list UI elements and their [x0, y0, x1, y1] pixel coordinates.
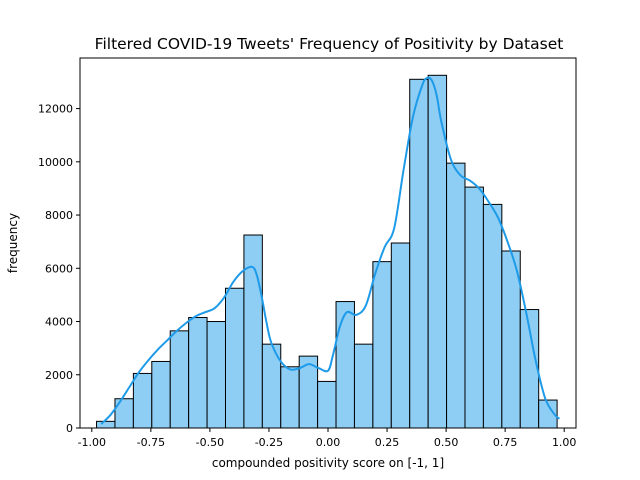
histogram-bar	[151, 360, 171, 429]
y-tick-label: 2000	[45, 369, 73, 382]
y-tick-label: 6000	[45, 262, 73, 275]
y-tick-label: 8000	[45, 209, 73, 222]
x-axis-label: compounded positivity score on [-1, 1]	[212, 456, 444, 470]
histogram-bar	[409, 78, 429, 429]
histogram-bar	[372, 261, 392, 429]
x-tick-label: -0.75	[137, 436, 165, 449]
y-tick-label: 4000	[45, 316, 73, 329]
histogram-bar	[317, 380, 337, 429]
histogram-bar	[169, 330, 190, 429]
histogram-bar	[335, 301, 355, 429]
histogram-bar	[206, 321, 226, 429]
x-tick-label: -0.50	[196, 436, 224, 449]
histogram-bar	[353, 343, 374, 429]
y-axis: 0 2000 4000 6000 8000 10000 12000	[38, 103, 80, 435]
histogram-bar	[243, 234, 263, 429]
x-tick-label: 0.75	[493, 436, 518, 449]
histogram-bar	[96, 420, 116, 429]
histogram-bar	[188, 317, 208, 429]
x-tick-label: -1.00	[78, 436, 106, 449]
bars-group	[96, 74, 558, 429]
histogram-bar	[464, 186, 484, 429]
histogram-bar	[224, 287, 245, 429]
chart-title: Filtered COVID-19 Tweets' Frequency of P…	[95, 35, 564, 53]
histogram-bar	[501, 250, 521, 429]
histogram-bar	[132, 372, 153, 429]
histogram-bar	[390, 242, 411, 429]
histogram-bar	[280, 366, 300, 429]
y-axis-label: frequency	[6, 213, 20, 273]
histogram-bar	[482, 203, 503, 429]
x-tick-label: 0.50	[434, 436, 459, 449]
y-tick-label: 12000	[38, 103, 73, 116]
x-tick-label: -0.25	[255, 436, 283, 449]
y-tick-label: 0	[66, 422, 73, 435]
x-tick-label: 0.25	[375, 436, 400, 449]
y-tick-label: 10000	[38, 156, 73, 169]
kde-line	[100, 76, 561, 425]
histogram-bar	[446, 162, 466, 429]
x-tick-label: 0.00	[316, 436, 341, 449]
x-tick-label: 1.00	[552, 436, 577, 449]
histogram-bar	[114, 398, 134, 429]
x-axis: -1.00 -0.75 -0.50 -0.25 0.00 0.25 0.50 0.75 1.00	[78, 428, 577, 449]
